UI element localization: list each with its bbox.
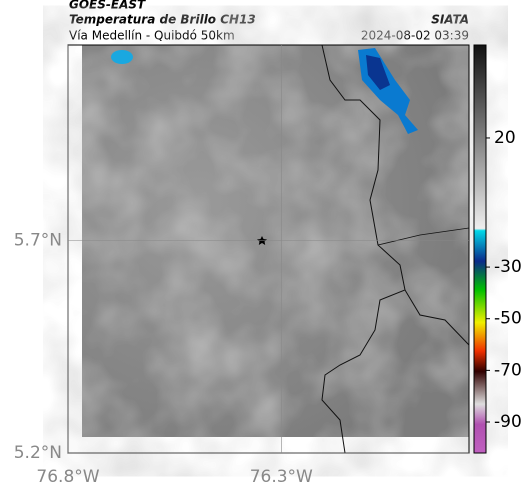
colorbar — [473, 44, 487, 454]
lon-tick-label: 76.3°W — [250, 467, 313, 487]
subtitle: Vía Medellín - Quibdó 50km — [69, 29, 235, 43]
colorbar-tick-label: -90 — [494, 412, 522, 432]
colorbar-tick-label: -70 — [494, 360, 522, 380]
lon-tick-label: 76.8°W — [36, 467, 99, 487]
colorbar-tick-label: -30 — [494, 257, 522, 277]
colorbar-tick-label: -50 — [494, 309, 522, 329]
ticks: 5.7°N 5.2°N 76.8°W 76.3°W 20 -30 -50 -70 -90 — [14, 45, 522, 487]
source: GOES-EAST — [69, 0, 146, 12]
title: Temperatura de Brillo CH13 — [69, 13, 256, 27]
map-image — [82, 44, 470, 454]
lat-tick-label: 5.7°N — [14, 231, 62, 251]
colorbar-tick-label: 20 — [494, 128, 516, 148]
org: SIATA — [431, 13, 469, 27]
datetime: 2024-08-02 03:39 — [361, 29, 469, 43]
lat-tick-label: 5.2°N — [14, 443, 62, 463]
